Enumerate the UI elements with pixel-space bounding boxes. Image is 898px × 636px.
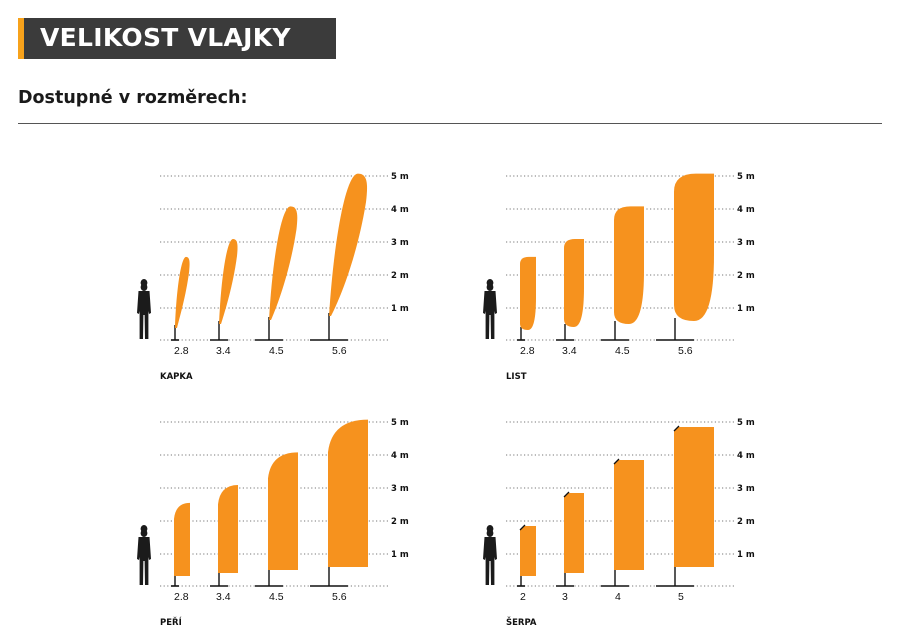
flag-shape [564, 493, 584, 573]
flag-size-label: 4 [615, 591, 621, 603]
title-bar: VELIKOST VLAJKY [18, 18, 336, 59]
height-label: 1 m [737, 550, 755, 560]
height-label: 2 m [737, 271, 755, 281]
height-label: 5 m [737, 418, 755, 428]
divider [18, 123, 882, 124]
flag-shape [269, 206, 298, 320]
flag-shape [219, 239, 238, 324]
flag-size-label: 3.4 [562, 345, 577, 357]
height-label: 3 m [737, 238, 755, 248]
panel-serpa: 5 m 4 m 3 m 2 m 1 m 2 3 4 5 ŠERPA [483, 418, 755, 628]
height-label: 3 m [737, 484, 755, 494]
flag-shape [328, 419, 368, 567]
flag-size-label: 3.4 [216, 591, 231, 603]
flag-size-label: 5.6 [678, 345, 693, 357]
flag-shape [329, 173, 368, 316]
flag-size-label: 2.8 [174, 591, 189, 603]
flag-hook [519, 524, 526, 531]
height-label: 5 m [737, 172, 755, 182]
flag-size-label: 3.4 [216, 345, 231, 357]
height-label: 1 m [391, 304, 409, 314]
flag-type-label: LIST [506, 372, 527, 382]
flag-size-label: 4.5 [269, 591, 284, 603]
flag-type-label: PEŘÍ [160, 616, 182, 628]
height-label: 2 m [391, 517, 409, 527]
height-label: 5 m [391, 172, 409, 182]
height-label: 4 m [737, 205, 755, 215]
flag-size-label: 5 [678, 591, 684, 603]
flag-size-label: 2.8 [520, 345, 535, 357]
panel-peri: 5 m 4 m 3 m 2 m 1 m 2.8 3.4 4.5 5.6 PEŘÍ [137, 418, 409, 628]
flag-hook [563, 491, 570, 498]
flag-shape [218, 485, 238, 573]
flag-shape [174, 502, 190, 576]
height-label: 4 m [391, 451, 409, 461]
flag-hook [673, 425, 680, 432]
flag-shape [520, 526, 536, 576]
flag-shape [614, 460, 644, 570]
flag-type-label: KAPKA [160, 372, 193, 382]
flag-size-label: 5.6 [332, 591, 347, 603]
flag-shape [175, 256, 190, 328]
person-icon [137, 279, 151, 339]
flag-size-label: 4.5 [615, 345, 630, 357]
flag-shape [520, 256, 536, 330]
height-label: 2 m [737, 517, 755, 527]
flag-shape [564, 239, 584, 327]
height-label: 5 m [391, 418, 409, 428]
height-label: 1 m [737, 304, 755, 314]
flag-shape [614, 206, 644, 324]
height-label: 3 m [391, 238, 409, 248]
panel-list: 5 m 4 m 3 m 2 m 1 m 2.8 3.4 4.5 5.6 LIST [483, 172, 755, 382]
flag-hook [613, 458, 620, 465]
height-label: 4 m [391, 205, 409, 215]
height-label: 2 m [391, 271, 409, 281]
flag-size-label: 3 [562, 591, 568, 603]
person-icon [483, 279, 497, 339]
flag-type-label: ŠERPA [506, 616, 537, 628]
flag-shape [268, 452, 298, 570]
flag-shape [674, 427, 714, 567]
flag-size-label: 5.6 [332, 345, 347, 357]
flag-shape [674, 173, 714, 321]
person-icon [483, 525, 497, 585]
height-label: 3 m [391, 484, 409, 494]
height-label: 4 m [737, 451, 755, 461]
panel-kapka: 5 m 4 m 3 m 2 m 1 m 2.8 3.4 4.5 5.6 KAPKA [137, 172, 409, 382]
flag-size-label: 2.8 [174, 345, 189, 357]
flag-size-label: 4.5 [269, 345, 284, 357]
flag-size-label: 2 [520, 591, 526, 603]
page-subtitle: Dostupné v rozměrech: [18, 88, 248, 108]
person-icon [137, 525, 151, 585]
height-label: 1 m [391, 550, 409, 560]
page-title: VELIKOST VLAJKY [40, 23, 291, 52]
